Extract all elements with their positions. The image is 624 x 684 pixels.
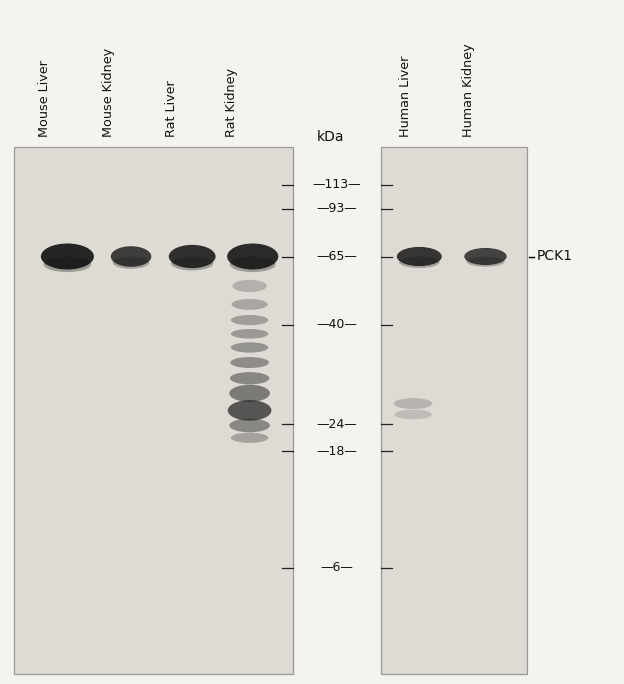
Text: —6—: —6— bbox=[321, 561, 353, 575]
Ellipse shape bbox=[232, 299, 268, 310]
Ellipse shape bbox=[44, 256, 91, 272]
Text: —65—: —65— bbox=[316, 250, 358, 263]
Text: Human Liver: Human Liver bbox=[399, 55, 412, 137]
Ellipse shape bbox=[227, 244, 278, 269]
Ellipse shape bbox=[399, 256, 439, 268]
Ellipse shape bbox=[464, 248, 507, 265]
Ellipse shape bbox=[111, 246, 151, 267]
Text: —40—: —40— bbox=[316, 318, 358, 332]
Text: PCK1: PCK1 bbox=[537, 250, 573, 263]
Text: —113—: —113— bbox=[313, 178, 361, 192]
Text: kDa: kDa bbox=[317, 130, 344, 144]
Ellipse shape bbox=[233, 280, 267, 292]
Ellipse shape bbox=[397, 247, 442, 266]
Ellipse shape bbox=[230, 372, 270, 384]
Text: Mouse Kidney: Mouse Kidney bbox=[102, 48, 115, 137]
Ellipse shape bbox=[394, 410, 432, 419]
Ellipse shape bbox=[231, 315, 268, 326]
Ellipse shape bbox=[394, 398, 432, 409]
Text: —24—: —24— bbox=[316, 417, 358, 431]
FancyBboxPatch shape bbox=[14, 147, 293, 674]
Text: Human Kidney: Human Kidney bbox=[462, 43, 475, 137]
Ellipse shape bbox=[230, 384, 270, 402]
FancyBboxPatch shape bbox=[381, 147, 527, 674]
Text: —93—: —93— bbox=[316, 202, 358, 215]
Ellipse shape bbox=[231, 342, 268, 353]
Text: Rat Kidney: Rat Kidney bbox=[225, 68, 238, 137]
Ellipse shape bbox=[113, 256, 149, 269]
Ellipse shape bbox=[228, 400, 271, 421]
Text: Rat Liver: Rat Liver bbox=[165, 80, 178, 137]
Ellipse shape bbox=[168, 245, 216, 268]
Text: —18—: —18— bbox=[316, 445, 358, 458]
Ellipse shape bbox=[171, 256, 213, 270]
Ellipse shape bbox=[231, 433, 268, 443]
Ellipse shape bbox=[230, 256, 276, 272]
Ellipse shape bbox=[41, 244, 94, 269]
Ellipse shape bbox=[466, 256, 505, 267]
Ellipse shape bbox=[230, 357, 269, 368]
Ellipse shape bbox=[231, 329, 268, 339]
Ellipse shape bbox=[230, 419, 270, 432]
Text: Mouse Liver: Mouse Liver bbox=[38, 60, 51, 137]
